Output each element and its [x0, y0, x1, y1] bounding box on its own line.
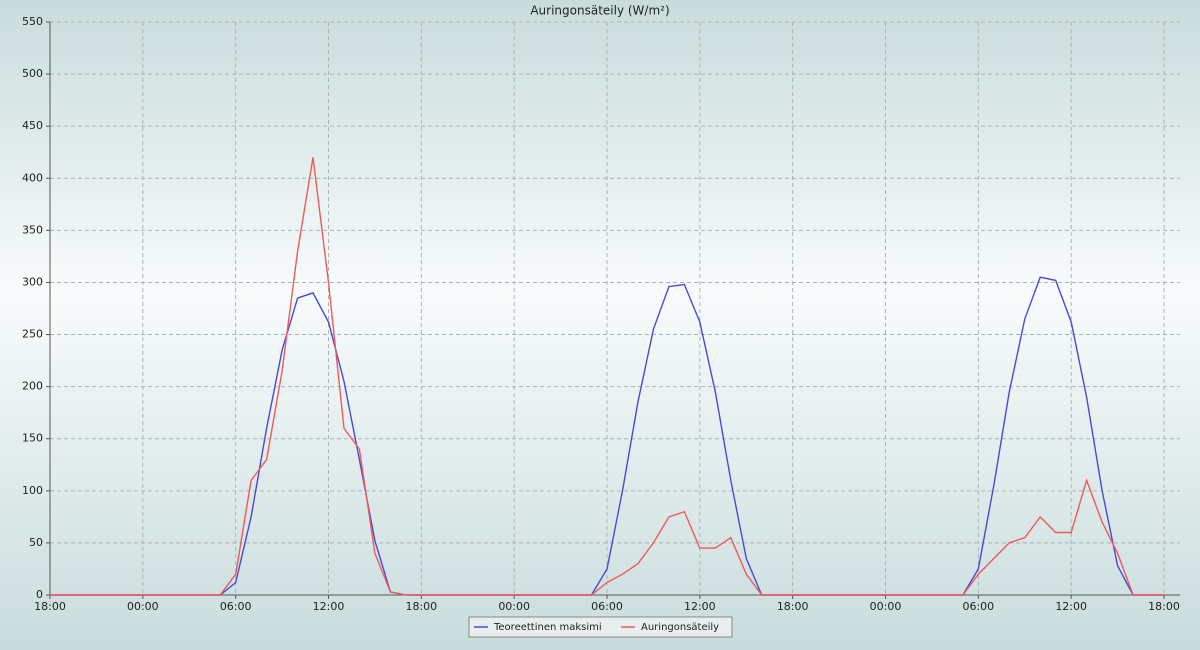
y-tick-label: 50: [29, 536, 43, 549]
y-tick-label: 0: [36, 588, 43, 601]
x-tick-label: 18:00: [405, 600, 437, 613]
x-tick-label: 18:00: [1148, 600, 1180, 613]
x-tick-label: 00:00: [498, 600, 530, 613]
x-tick-label: 12:00: [1055, 600, 1087, 613]
x-tick-label: 00:00: [870, 600, 902, 613]
y-tick-label: 150: [22, 432, 43, 445]
y-tick-label: 100: [22, 484, 43, 497]
legend-label: Auringonsäteily: [641, 622, 719, 633]
series-line: [50, 157, 1164, 596]
legend-label: Teoreettinen maksimi: [493, 622, 602, 633]
y-tick-label: 450: [22, 119, 43, 132]
x-tick-label: 18:00: [34, 600, 66, 613]
y-tick-label: 200: [22, 380, 43, 393]
y-tick-label: 300: [22, 275, 43, 288]
chart-title: Auringonsäteily (W/m²): [530, 4, 669, 18]
y-tick-label: 350: [22, 223, 43, 236]
x-tick-label: 12:00: [313, 600, 345, 613]
x-tick-label: 12:00: [684, 600, 716, 613]
x-tick-label: 06:00: [962, 600, 994, 613]
y-tick-label: 400: [22, 171, 43, 184]
y-tick-label: 550: [22, 15, 43, 28]
y-tick-label: 500: [22, 67, 43, 80]
x-tick-label: 18:00: [777, 600, 809, 613]
x-tick-label: 00:00: [127, 600, 159, 613]
x-tick-label: 06:00: [220, 600, 252, 613]
x-tick-label: 06:00: [591, 600, 623, 613]
y-tick-label: 250: [22, 328, 43, 341]
legend: [468, 616, 733, 638]
series-line: [50, 276, 1164, 596]
